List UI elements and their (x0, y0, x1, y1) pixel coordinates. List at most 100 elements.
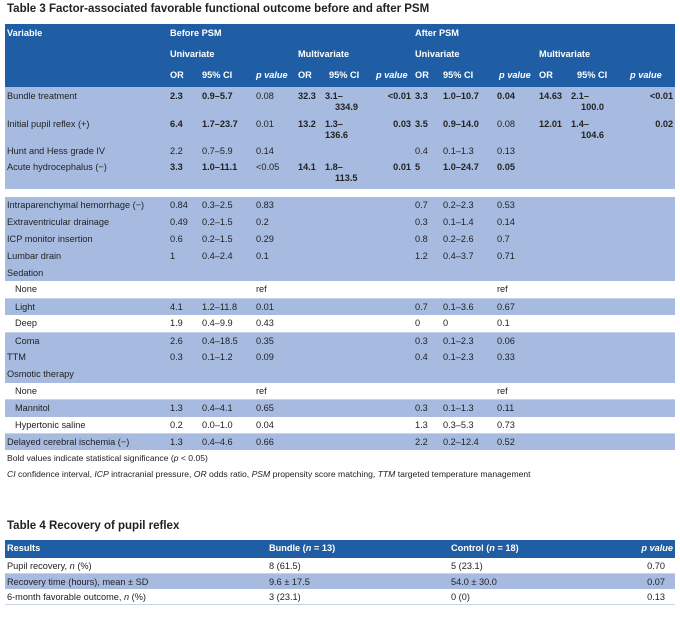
row-label: ICP monitor insertion (5, 230, 168, 248)
label-text: (%) (74, 561, 92, 571)
cell (569, 365, 620, 383)
cell: 0.04 (254, 416, 296, 434)
cell (296, 399, 323, 417)
cell (569, 264, 620, 282)
cell: 0.4–4.6 (200, 433, 254, 451)
cell: 0.1–3.6 (441, 298, 495, 316)
cell (569, 349, 620, 366)
footnote-abbr: TTM (377, 469, 396, 479)
col-ci: 95% CI (569, 66, 621, 87)
cell-line1: 1.4– (571, 119, 589, 129)
row-label: Pupil recovery, n (%) (5, 558, 267, 574)
cell (296, 213, 323, 231)
cell: 0.9–5.7 (200, 87, 254, 115)
row-label: Osmotic therapy (5, 365, 168, 383)
cell: 0.67 (495, 298, 537, 316)
table-row: Bundle treatment 2.3 0.9–5.7 0.08 32.3 3… (5, 87, 676, 115)
cell-line2: 100.0 (581, 101, 605, 112)
row-label: Intraparenchymal hemorrhage (−) (5, 197, 168, 214)
cell: 1.3 (413, 416, 441, 434)
row-label: Lumbar drain (5, 247, 168, 265)
cell-line2: 136.6 (325, 129, 348, 140)
cell (296, 365, 323, 383)
footnote-text: propensity score matching, (270, 469, 378, 479)
cell: 0.03 (368, 115, 414, 143)
col-univariate-before: Univariate (168, 45, 296, 66)
cell (368, 399, 413, 417)
table-row: Mannitol 1.3 0.4–4.1 0.65 0.3 0.1–1.3 0.11 (5, 399, 675, 417)
col-before-psm: Before PSM (168, 24, 414, 45)
cell: 0.3 (413, 399, 441, 417)
cell: 0.3 (413, 332, 441, 350)
cell (296, 281, 323, 299)
cell (441, 264, 495, 282)
table4-caption: Table 4 Recovery of pupil reflex (7, 520, 180, 532)
cell-line2: 113.5 (335, 172, 358, 183)
cell: 0.73 (495, 416, 537, 434)
cell (413, 382, 441, 401)
cell: 1.3 (168, 433, 200, 451)
cell: 0.1–1.3 (441, 399, 495, 417)
cell (368, 416, 413, 434)
cell: 0 (441, 315, 495, 333)
cell-line1: 2.1– (571, 91, 589, 101)
cell (368, 349, 413, 366)
cell: 0.1–2.3 (441, 332, 495, 350)
cell (620, 399, 675, 417)
cell (413, 365, 441, 383)
cell (296, 433, 323, 451)
cell: 2.2 (168, 143, 200, 160)
cell (569, 399, 620, 417)
header-text: Bundle ( (269, 543, 306, 553)
cell: 0.4 (413, 349, 441, 366)
cell (368, 281, 413, 299)
cell (323, 382, 368, 401)
cell: 0.11 (495, 399, 537, 417)
table3-caption: Table 3 Factor-associated favorable func… (7, 3, 430, 15)
cell: 1.0–24.7 (441, 160, 496, 189)
table-row: Extraventricular drainage 0.49 0.2–1.5 0.2 0… (5, 213, 675, 231)
cell-line1: 3.1– (325, 91, 343, 101)
cell: <0.01 (620, 87, 676, 115)
cell (323, 298, 368, 316)
cell (296, 264, 323, 282)
cell (323, 416, 368, 434)
cell: 0.4–4.1 (200, 399, 254, 417)
header-text: = 18) (494, 543, 519, 553)
cell (368, 230, 413, 248)
footnote-text: odds ratio, (206, 469, 252, 479)
cell: 0.6 (168, 230, 200, 248)
row-label: None (5, 382, 168, 401)
cell (368, 315, 413, 333)
cell: 1.7–23.7 (200, 115, 254, 143)
col-multivariate-before: Multivariate (296, 45, 414, 66)
cell (569, 433, 620, 451)
cell (537, 197, 569, 214)
header-text: Control ( (451, 543, 490, 553)
cell: 0.2–1.5 (200, 213, 254, 231)
cell: 12.01 (537, 115, 570, 143)
cell: 0.4–2.4 (200, 247, 254, 265)
cell: 5 (23.1) (449, 558, 629, 574)
cell: 13.2 (296, 115, 323, 143)
cell: 3.3 (413, 87, 442, 115)
cell: 14.1 (296, 160, 323, 189)
cell: 5 (413, 160, 442, 189)
row-label: Hypertonic saline (5, 416, 168, 434)
footnote-italic: p (173, 453, 179, 463)
cell: 0.3–5.3 (441, 416, 495, 434)
cell (620, 298, 675, 316)
cell: 2.2 (413, 433, 441, 451)
cell (323, 281, 368, 299)
cell (413, 281, 441, 299)
cell (441, 382, 495, 401)
table-row: Coma 2.6 0.4–18.5 0.35 0.3 0.1–2.3 0.06 (5, 332, 675, 350)
cell: <0.01 (368, 87, 414, 115)
cell: 9.6 ± 17.5 (267, 573, 449, 589)
cell (323, 399, 368, 417)
col-or: OR (413, 66, 442, 87)
cell: 0.3–2.5 (200, 197, 254, 214)
table-row: Hunt and Hess grade IV 2.2 0.7–5.9 0.14 … (5, 143, 676, 160)
row-label: Extraventricular drainage (5, 213, 168, 231)
cell: 8 (61.5) (267, 558, 449, 574)
